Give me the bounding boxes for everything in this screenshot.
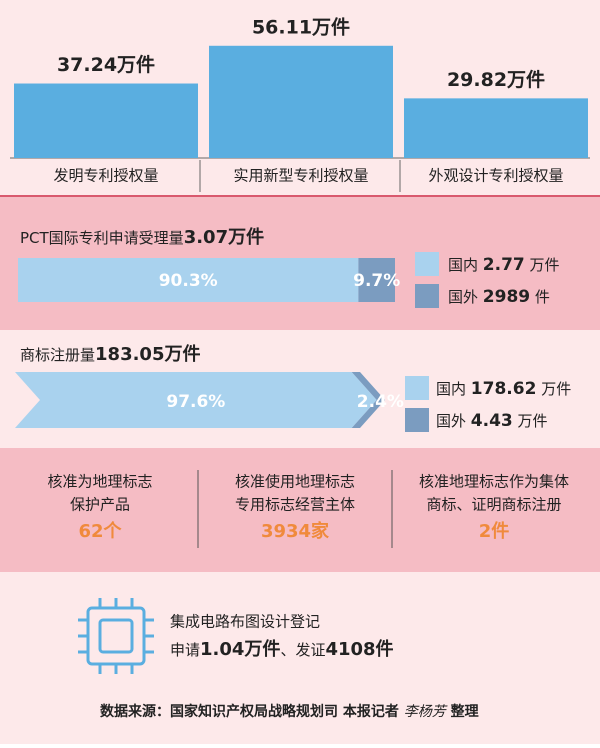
legend-swatch <box>405 408 429 432</box>
legend: 国内 178.62 万件 <box>436 379 571 399</box>
chip-icon <box>78 598 154 674</box>
category: 发明专利授权量 <box>53 167 158 185</box>
geo-value: 3934家 <box>261 520 330 542</box>
share-arrow <box>351 372 385 428</box>
footer: 数据来源：国家知识产权局战略规划司 本报记者 李杨芳 整理 <box>100 703 479 720</box>
category: 实用新型专利授权量 <box>233 167 368 185</box>
pct-bar: 90.3% 9.7% <box>18 258 400 302</box>
trademark-label: 商标注册量183.05万件 <box>20 343 200 365</box>
value-label: 56.11万件 <box>252 15 350 38</box>
legend: 国内 2.77 万件 <box>448 255 560 275</box>
bar <box>209 45 393 158</box>
legend: 国外 2989 件 <box>448 287 550 307</box>
geo-value: 62个 <box>78 520 122 542</box>
geo-value: 2件 <box>479 520 510 542</box>
geo-text: 商标、证明商标注册 <box>426 496 561 514</box>
bar <box>404 98 588 158</box>
share-label: 9.7% <box>353 271 400 291</box>
share-label: 90.3% <box>159 271 218 291</box>
patent-bars: 37.24万件 56.11万件 29.82万件 <box>14 15 588 158</box>
legend-swatch <box>415 284 439 308</box>
value-label: 29.82万件 <box>447 68 545 91</box>
total: 3.07万件 <box>184 226 264 248</box>
value-label: 37.24万件 <box>57 53 155 76</box>
geo-text: 核准为地理标志 <box>47 473 152 491</box>
geo-text: 核准使用地理标志 <box>235 473 355 491</box>
share-bar <box>18 258 359 302</box>
legend: 国外 4.43 万件 <box>436 411 548 431</box>
geo-text: 保护产品 <box>70 496 130 514</box>
share-label: 97.6% <box>166 392 225 412</box>
label: PCT国际专利申请受理量 <box>20 229 184 247</box>
bar <box>14 83 198 158</box>
category: 外观设计专利授权量 <box>428 167 563 185</box>
share-bar <box>358 258 395 302</box>
share-label: 2.4% <box>357 392 404 412</box>
legend-swatch <box>415 252 439 276</box>
pct-label: PCT国际专利申请受理量3.07万件 <box>20 226 264 248</box>
geo-text: 专用标志经营主体 <box>235 496 355 514</box>
geo-text: 核准地理标志作为集体 <box>419 473 569 491</box>
share-arrow <box>15 372 377 428</box>
ic-title: 集成电路布图设计登记 <box>170 613 320 631</box>
geo-panel <box>0 448 600 572</box>
legend-swatch <box>405 376 429 400</box>
ic-values: 申请1.04万件、发证4108件 <box>170 638 394 660</box>
trademark-arrow: 97.6% 2.4% <box>15 372 404 428</box>
